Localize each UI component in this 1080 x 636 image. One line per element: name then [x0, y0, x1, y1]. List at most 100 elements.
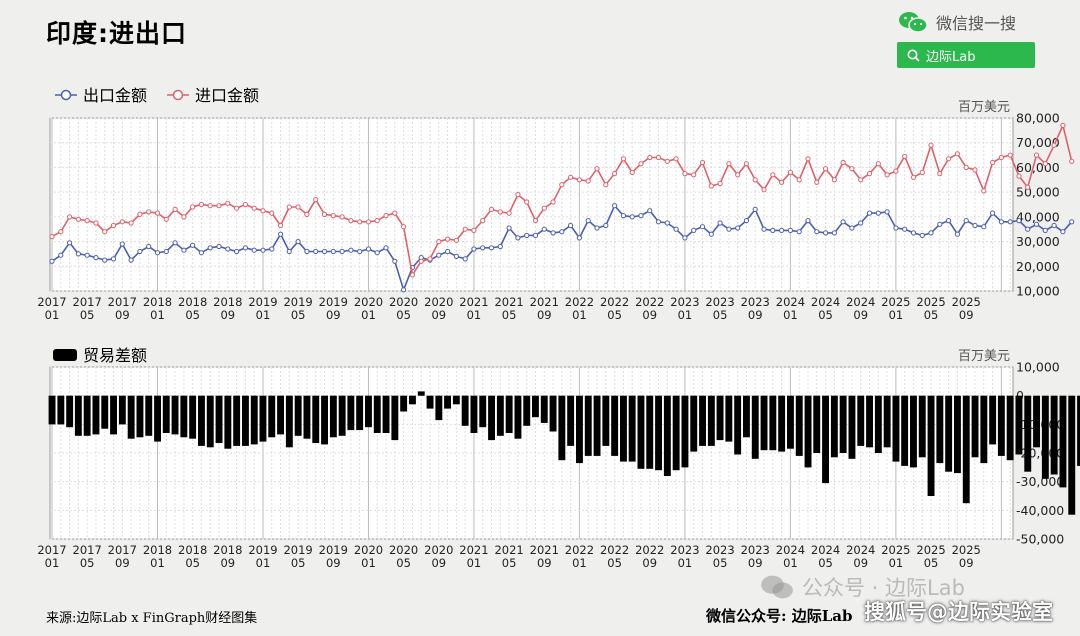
balance-bar [962, 395, 970, 504]
bottom-xtick-year: 2017 [37, 543, 66, 557]
import-point [163, 216, 169, 222]
export-point [181, 247, 187, 253]
bottom-xtick-month: 09 [220, 556, 235, 570]
balance-bar [927, 395, 935, 496]
top-xtick-year: 2024 [811, 295, 840, 309]
balance-bar [294, 395, 302, 436]
export-point [453, 253, 459, 259]
balance-bar [743, 395, 750, 438]
balance-bar [250, 395, 258, 445]
top-xtick-month: 01 [467, 308, 482, 322]
top-xtick-month: 05 [502, 308, 517, 322]
import-point [497, 209, 503, 215]
export-point [735, 225, 741, 231]
import-point [866, 171, 873, 177]
bottom-xtick-year: 2024 [776, 543, 805, 557]
export-point [67, 240, 73, 246]
balance-bar [285, 395, 293, 448]
import-point [93, 220, 99, 226]
top-xtick-month: 05 [185, 308, 200, 322]
import-point [594, 166, 600, 172]
top-xtick-year: 2025 [916, 295, 945, 309]
bottom-xtick-month: 09 [431, 556, 446, 570]
balance-bar [980, 395, 988, 464]
top-xtick-year: 2023 [705, 295, 734, 309]
import-point [1007, 152, 1013, 158]
import-point [128, 220, 134, 226]
import-point [823, 166, 829, 172]
bottom-xtick-year: 2017 [73, 543, 102, 557]
top-unit-label: 百万美元 [958, 100, 1010, 115]
bottom-xtick-year: 2023 [670, 543, 699, 557]
bottom-xtick-month: 01 [889, 556, 904, 570]
export-point [84, 252, 90, 258]
export-point [1025, 226, 1031, 232]
balance-bar [233, 395, 241, 446]
import-point [198, 201, 204, 208]
balance-bar [989, 395, 997, 445]
top-xtick-year: 2022 [635, 295, 664, 309]
import-point [58, 229, 64, 235]
import-point [409, 272, 415, 278]
export-point [673, 226, 679, 232]
import-point [946, 156, 952, 162]
export-point [568, 222, 574, 229]
import-point [462, 226, 468, 232]
top-xtick-year: 2023 [741, 295, 770, 309]
import-point [392, 210, 398, 216]
export-point [814, 229, 820, 235]
export-point [726, 226, 732, 232]
import-point [418, 258, 424, 264]
top-ytick-label: 10,000 [1016, 284, 1060, 299]
balance-bar [391, 395, 399, 441]
import-point [357, 219, 363, 225]
top-ytick-label: 60,000 [1016, 160, 1060, 175]
import-point [963, 164, 969, 170]
balance-bar [725, 395, 733, 442]
balance-bar [373, 395, 381, 433]
balance-bar [505, 395, 513, 433]
top-ytick-label: 70,000 [1016, 135, 1060, 150]
bottom-xtick-month: 05 [713, 556, 728, 570]
bottom-xtick-year: 2021 [494, 543, 523, 557]
export-point [849, 225, 855, 231]
import-point [559, 182, 565, 188]
search-button[interactable]: 边际Lab [897, 42, 1035, 68]
balance-bar [1050, 395, 1058, 475]
balance-bar [136, 395, 144, 438]
import-point [365, 219, 372, 225]
bottom-xtick-year: 2021 [530, 543, 559, 557]
legend-import-label: 进口金额 [195, 86, 259, 105]
import-point [181, 214, 187, 220]
import-point [427, 256, 433, 262]
export-point [49, 258, 55, 264]
import-point [524, 199, 530, 205]
top-xtick-month: 09 [537, 308, 552, 322]
export-point [242, 245, 248, 251]
balance-bar [1059, 395, 1067, 488]
import-point [990, 159, 996, 166]
balance-bar [813, 395, 821, 453]
export-point [585, 218, 591, 224]
export-point [937, 221, 943, 227]
export-point [190, 242, 196, 248]
balance-bar [338, 395, 346, 436]
balance-bar [945, 395, 953, 472]
balance-bar [523, 395, 531, 426]
balance-bar [127, 395, 135, 439]
import-point [770, 172, 776, 178]
top-xtick-month: 01 [45, 308, 60, 322]
balance-bar [997, 395, 1005, 456]
import-point [1042, 161, 1048, 167]
import-point [216, 203, 222, 209]
export-point [58, 252, 64, 258]
bottom-xtick-month: 05 [818, 556, 833, 570]
balance-bar [611, 395, 619, 456]
import-point [1060, 122, 1066, 129]
export-point [919, 232, 925, 238]
balance-bar [918, 395, 926, 458]
bottom-xtick-year: 2024 [846, 543, 875, 557]
bottom-xtick-month: 01 [256, 556, 271, 570]
import-point [814, 179, 820, 185]
